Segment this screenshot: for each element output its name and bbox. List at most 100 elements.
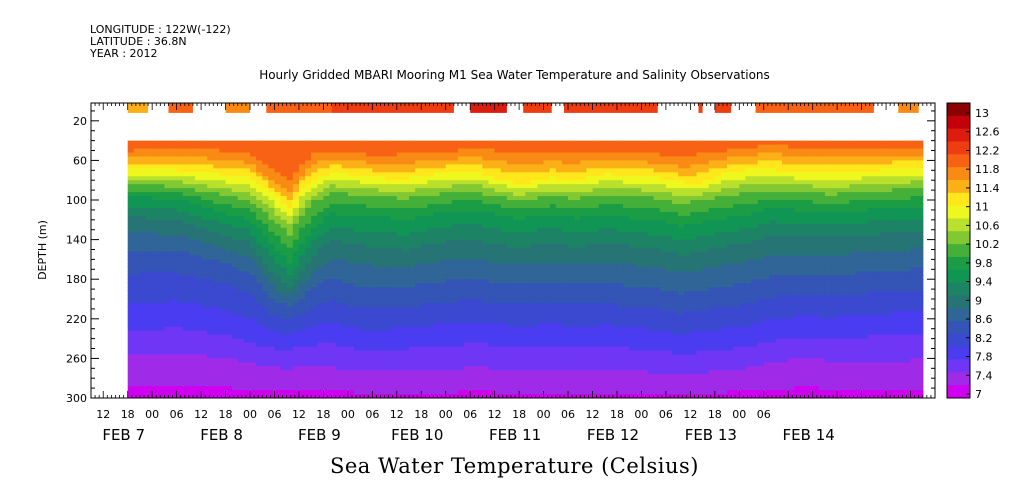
heatmap-cell	[378, 386, 386, 391]
heatmap-cell	[201, 362, 208, 367]
heatmap-cell	[335, 334, 343, 340]
heatmap-cell	[409, 192, 416, 197]
heatmap-cell	[170, 378, 178, 383]
heatmap-cell	[513, 362, 520, 367]
heatmap-cell	[464, 314, 471, 320]
heatmap-cell	[482, 192, 490, 197]
heatmap-cell	[170, 235, 178, 241]
heatmap-cell	[164, 394, 172, 398]
heatmap-cell	[366, 263, 373, 268]
heatmap-cell	[384, 196, 392, 201]
heatmap-cell	[182, 148, 190, 154]
heatmap-cell	[384, 231, 392, 237]
heatmap-cell	[402, 267, 410, 272]
heatmap-cell	[574, 144, 581, 150]
heatmap-cell	[568, 283, 575, 288]
heatmap-cell	[433, 176, 441, 181]
heatmap-cell	[133, 378, 141, 383]
heatmap-cell	[182, 207, 190, 213]
heatmap-cell	[372, 251, 380, 257]
heatmap-cell	[378, 184, 386, 189]
heatmap-cell	[525, 164, 532, 169]
heatmap-cell	[586, 207, 594, 213]
heatmap-cell	[182, 211, 190, 217]
heatmap-cell	[366, 196, 373, 201]
heatmap-cell	[421, 148, 428, 154]
heatmap-cell	[366, 144, 373, 150]
heatmap-cell	[347, 287, 355, 292]
heatmap-cell	[182, 390, 190, 395]
heatmap-cell	[378, 251, 386, 257]
heatmap-cell	[250, 279, 257, 284]
heatmap-cell	[555, 144, 563, 150]
heatmap-cell	[568, 350, 575, 356]
heatmap-cell	[146, 255, 153, 261]
heatmap-cell	[561, 259, 569, 264]
heatmap-cell	[243, 172, 251, 177]
heatmap-cell	[476, 207, 484, 213]
heatmap-cell	[347, 358, 355, 363]
heatmap-cell	[384, 382, 392, 387]
heatmap-cell	[268, 326, 276, 332]
heatmap-cell	[396, 180, 404, 185]
heatmap-cell	[152, 342, 159, 348]
heatmap-cell	[366, 227, 373, 233]
heatmap-cell	[580, 227, 587, 233]
heatmap-cell	[506, 164, 514, 169]
heatmap-cell	[421, 346, 428, 352]
heatmap-cell	[280, 318, 288, 324]
heatmap-cell	[396, 140, 404, 146]
heatmap-cell	[427, 172, 435, 177]
heatmap-cell	[243, 231, 251, 237]
heatmap-cell	[152, 219, 159, 225]
heatmap-cell	[525, 279, 532, 284]
heatmap-cell	[323, 168, 331, 173]
heatmap-cell	[164, 279, 172, 284]
heatmap-cell	[402, 378, 410, 383]
heatmap-cell	[457, 267, 465, 272]
heatmap-cell	[243, 200, 251, 205]
heatmap-cell	[384, 184, 392, 189]
heatmap-cell	[298, 366, 306, 371]
heatmap-cell	[360, 203, 367, 209]
heatmap-cell	[170, 346, 178, 352]
heatmap-cell	[231, 184, 239, 189]
heatmap-cell	[201, 207, 208, 213]
heatmap-cell	[256, 322, 263, 328]
heatmap-cell	[219, 299, 227, 304]
heatmap-cell	[402, 227, 410, 233]
heatmap-cell	[537, 215, 545, 221]
heatmap-cell	[298, 267, 306, 272]
heatmap-cell	[286, 188, 294, 193]
heatmap-cell	[390, 350, 398, 356]
heatmap-cell	[574, 227, 581, 233]
heatmap-cell	[317, 203, 325, 209]
heatmap-cell	[513, 263, 520, 268]
heatmap-cell	[519, 314, 526, 320]
heatmap-cell	[268, 247, 276, 253]
heatmap-cell	[237, 140, 245, 146]
heatmap-cell	[543, 140, 551, 146]
heatmap-cell	[207, 203, 214, 209]
heatmap-cell	[525, 275, 532, 280]
heatmap-cell	[152, 164, 159, 169]
heatmap-cell	[280, 176, 288, 181]
heatmap-cell	[519, 366, 526, 371]
heatmap-cell	[366, 200, 373, 205]
heatmap-cell	[139, 184, 147, 189]
heatmap-cell	[537, 231, 545, 237]
heatmap-cell	[580, 172, 587, 177]
heatmap-cell	[568, 219, 575, 225]
heatmap-cell	[531, 338, 539, 344]
heatmap-cell	[152, 227, 159, 233]
heatmap-cell	[451, 394, 459, 398]
heatmap-cell	[341, 223, 349, 229]
heatmap-cell	[207, 275, 214, 280]
heatmap-cell	[286, 283, 294, 288]
heatmap-cell	[439, 287, 447, 292]
heatmap-cell	[476, 231, 484, 237]
heatmap-cell	[451, 144, 459, 150]
heatmap-cell	[335, 295, 343, 300]
heatmap-cell	[194, 346, 202, 352]
heatmap-cell	[586, 310, 594, 316]
